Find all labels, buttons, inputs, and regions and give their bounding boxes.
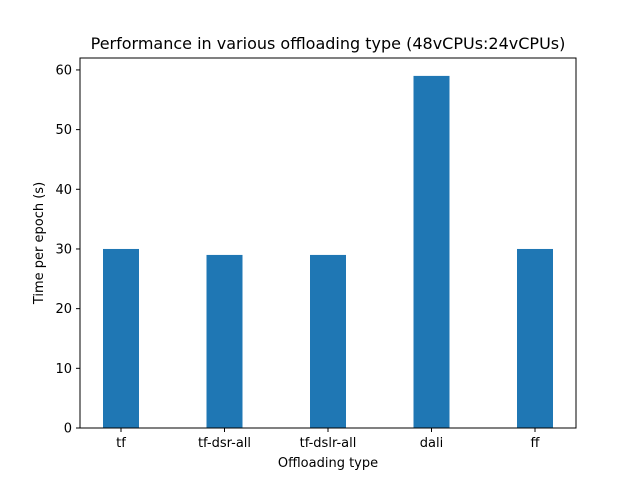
bar-ff — [517, 248, 553, 428]
plot-area: 0 10 20 30 40 50 60 tf tf-dsr-all tf-dslr-all dali… — [55, 57, 577, 451]
y-tick-label: 40 — [55, 183, 72, 198]
y-tick-label: 60 — [55, 63, 72, 78]
bar-tf-dslr-all — [310, 254, 346, 428]
y-tick-label: 0 — [64, 422, 72, 437]
x-tick-label: tf-dsr-all — [198, 436, 251, 451]
y-tick-label: 20 — [55, 302, 72, 317]
x-tick-label: dali — [420, 436, 443, 451]
x-axis-label: Offloading type — [278, 456, 378, 471]
x-tick-label: tf-dslr-all — [300, 436, 357, 451]
bar-dali — [413, 75, 450, 428]
bar-tf-dsr-all — [206, 254, 243, 428]
bar-tf — [103, 248, 139, 428]
y-tick-label: 10 — [55, 362, 72, 377]
x-tick-label: ff — [531, 436, 541, 451]
y-tick-label: 30 — [55, 242, 72, 257]
y-tick-label: 50 — [55, 123, 72, 138]
chart-title: Performance in various offloading type (… — [91, 34, 566, 53]
x-tick-label: tf — [116, 436, 126, 451]
y-axis-label: Time per epoch (s) — [32, 182, 47, 305]
